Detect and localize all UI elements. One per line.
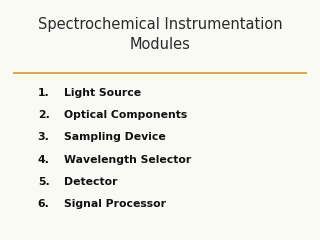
Text: Optical Components: Optical Components	[64, 110, 187, 120]
Text: Light Source: Light Source	[64, 88, 141, 98]
Text: 4.: 4.	[38, 155, 50, 165]
Text: 3.: 3.	[38, 132, 50, 142]
Text: Detector: Detector	[64, 177, 117, 187]
Text: 5.: 5.	[38, 177, 50, 187]
Text: Sampling Device: Sampling Device	[64, 132, 166, 142]
Text: 1.: 1.	[38, 88, 50, 98]
Text: Spectrochemical Instrumentation
Modules: Spectrochemical Instrumentation Modules	[38, 17, 282, 52]
Text: 6.: 6.	[38, 199, 50, 209]
Text: Signal Processor: Signal Processor	[64, 199, 166, 209]
Text: Wavelength Selector: Wavelength Selector	[64, 155, 191, 165]
Text: 2.: 2.	[38, 110, 50, 120]
